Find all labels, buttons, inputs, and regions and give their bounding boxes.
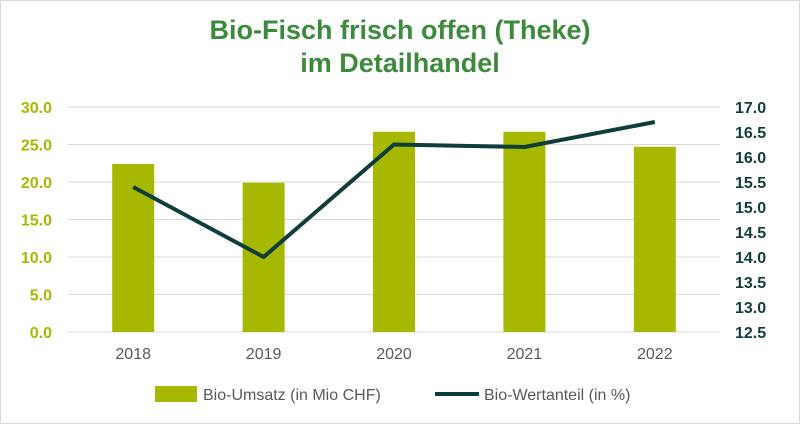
x-tick-label: 2021 — [507, 346, 543, 363]
y-axis-left: 0.0 5.0 10.0 15.0 20.0 25.0 30.0 — [21, 100, 52, 342]
legend-label-bio-wertanteil: Bio-Wertanteil (in %) — [484, 387, 630, 404]
y-left-tick-label: 0.0 — [30, 325, 52, 342]
y-right-tick-label: 12.5 — [735, 325, 766, 342]
bar-2020 — [373, 131, 415, 332]
bar-2018 — [112, 164, 155, 332]
x-axis: 2018 2019 2020 2021 2022 — [115, 346, 672, 363]
legend: Bio-Umsatz (in Mio CHF) Bio-Wertanteil (… — [155, 386, 630, 404]
y-left-tick-label: 15.0 — [21, 213, 52, 230]
y-right-tick-label: 16.5 — [735, 125, 766, 142]
y-axis-right: 12.5 13.0 13.5 14.0 14.5 15.0 15.5 16.0 16.5 17.0 — [735, 100, 766, 342]
x-tick-label: 2022 — [637, 346, 673, 363]
chart-title-line-1: Bio-Fisch frisch offen (Theke) — [209, 15, 591, 45]
legend-label-bio-umsatz: Bio-Umsatz (in Mio CHF) — [203, 387, 381, 404]
y-right-tick-label: 15.5 — [735, 175, 766, 192]
y-left-tick-label: 5.0 — [30, 288, 52, 305]
line-series — [132, 120, 656, 259]
y-left-tick-label: 20.0 — [21, 175, 52, 192]
y-right-tick-label: 13.0 — [735, 300, 766, 317]
y-right-tick-label: 13.5 — [735, 275, 766, 292]
bar-series — [112, 131, 676, 332]
bar-2021 — [503, 131, 546, 332]
y-right-tick-label: 17.0 — [735, 100, 766, 117]
y-left-tick-label: 10.0 — [21, 250, 52, 267]
x-tick-label: 2020 — [376, 346, 412, 363]
y-right-tick-label: 16.0 — [735, 150, 766, 167]
y-left-tick-label: 30.0 — [21, 100, 52, 117]
legend-swatch-bio-umsatz — [155, 386, 197, 402]
x-tick-label: 2018 — [115, 346, 151, 363]
y-left-tick-label: 25.0 — [21, 138, 52, 155]
y-right-tick-label: 14.5 — [735, 225, 766, 242]
bar-2022 — [633, 146, 676, 332]
x-tick-label: 2019 — [246, 346, 282, 363]
y-right-tick-label: 14.0 — [735, 250, 766, 267]
chart-title-line-2: im Detailhandel — [300, 48, 500, 78]
y-right-tick-label: 15.0 — [735, 200, 766, 217]
chart-title: Bio-Fisch frisch offen (Theke) im Detail… — [0, 14, 800, 80]
